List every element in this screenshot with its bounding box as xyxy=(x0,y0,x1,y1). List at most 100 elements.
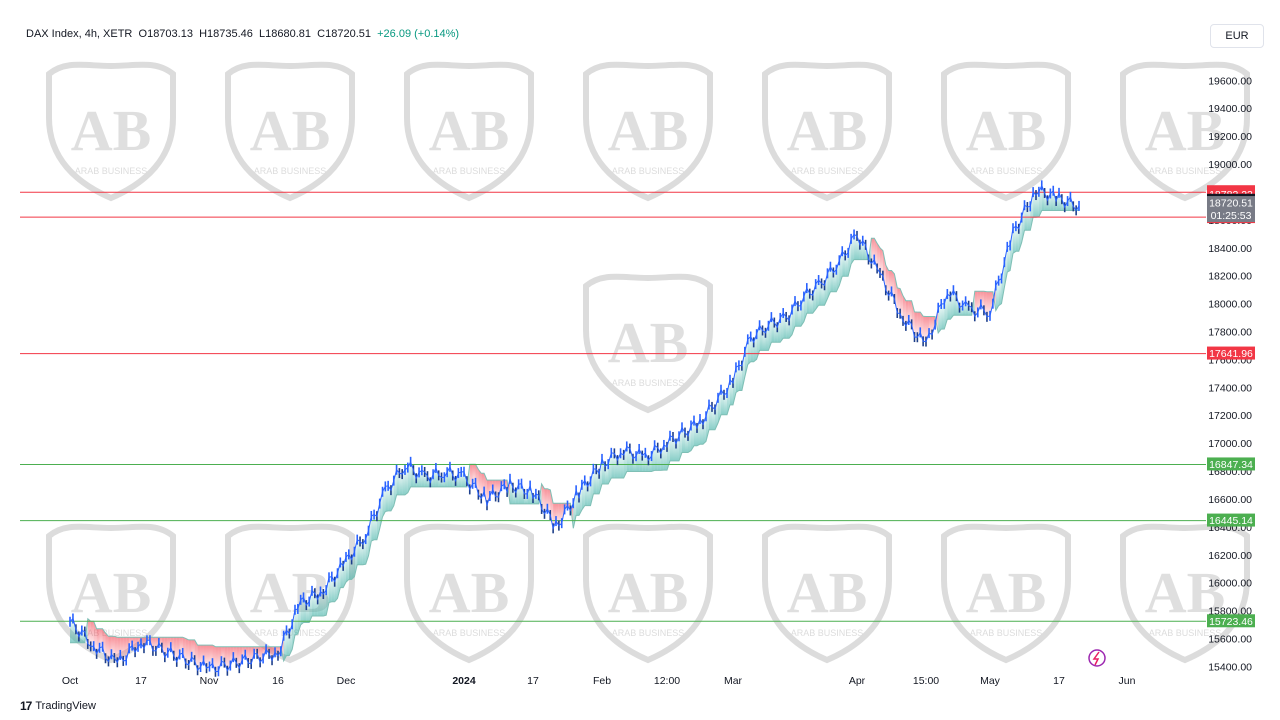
x-tick-label: 17 xyxy=(1053,675,1065,687)
y-tick-label: 17000.00 xyxy=(1208,438,1252,450)
change-value: +26.09 (+0.14%) xyxy=(377,28,460,40)
y-tick-label: 19400.00 xyxy=(1208,103,1252,115)
y-tick-label: 19000.00 xyxy=(1208,159,1252,171)
cloud-segment xyxy=(182,637,186,664)
price-tag xyxy=(1207,457,1255,471)
cloud-segment xyxy=(385,485,389,512)
cloud-segment xyxy=(102,628,106,659)
currency-button[interactable]: EUR xyxy=(1210,24,1264,48)
high-value: H18735.46 xyxy=(199,28,253,40)
cloud-segment xyxy=(239,646,243,669)
x-tick-label: Jun xyxy=(1119,675,1136,687)
price-tag xyxy=(1207,614,1255,628)
y-tick-label: 18400.00 xyxy=(1208,243,1252,255)
cloud-segment xyxy=(573,490,577,529)
cloud-segment xyxy=(449,466,453,487)
cloud-segment xyxy=(1030,192,1034,231)
y-tick-label: 18200.00 xyxy=(1208,271,1252,283)
cloud-segment xyxy=(593,468,597,494)
cloud-segment xyxy=(738,365,742,391)
price-tag-label: 16847.34 xyxy=(1209,459,1253,471)
cloud-segment xyxy=(670,435,673,461)
y-tick-label: 17400.00 xyxy=(1208,382,1252,394)
cloud-segment xyxy=(651,445,655,472)
cloud-segment xyxy=(292,609,295,650)
cloud-segment xyxy=(923,316,926,342)
cloud-segment xyxy=(1027,206,1031,231)
cloud-segment xyxy=(579,484,582,516)
x-tick-label: 16 xyxy=(272,675,284,687)
cloud-segment xyxy=(368,515,372,556)
open-value: O18703.13 xyxy=(138,28,193,40)
x-tick-label: Mar xyxy=(724,675,743,687)
cloud-segment xyxy=(914,311,918,338)
time-axis[interactable]: Oct 17 Nov 16 Dec 2024 17 Feb 12:00 Mar Apr 15:00 Ma… xyxy=(62,675,1136,687)
watermark-shield-icon xyxy=(49,65,173,198)
cloud-segment xyxy=(824,273,828,306)
watermark-shield-icon xyxy=(228,65,352,198)
tradingview-logo-icon: 17 xyxy=(20,699,32,713)
cloud-segment xyxy=(215,646,219,672)
x-tick-label: May xyxy=(980,675,1001,687)
price-tag-label: 17641.96 xyxy=(1209,348,1253,360)
cloud-segment xyxy=(123,637,127,661)
cloud-segment xyxy=(926,316,930,342)
cloud-segment xyxy=(484,473,487,506)
cloud-segment xyxy=(715,397,718,430)
tradingview-brand: TradingView xyxy=(35,700,96,712)
cloud-segment xyxy=(487,480,490,506)
y-tick-label: 17800.00 xyxy=(1208,327,1252,339)
cloud-segment xyxy=(510,478,513,504)
cloud-segment xyxy=(990,291,993,316)
x-tick-label: Feb xyxy=(593,675,611,687)
symbol-title[interactable]: DAX Index, 4h, XETR xyxy=(26,28,133,40)
price-axis-labels: 18798.2018619.9517641.9616847.3416445.14… xyxy=(1207,185,1255,628)
y-tick-label: 15400.00 xyxy=(1208,661,1252,673)
watermark-shield-icon xyxy=(765,527,889,660)
y-tick-label: 19600.00 xyxy=(1208,75,1252,87)
cloud-segment xyxy=(371,514,375,542)
cloud-segment xyxy=(629,448,633,472)
x-tick-label: 12:00 xyxy=(654,675,680,687)
cloud-segment xyxy=(611,452,615,478)
cloud-segment xyxy=(329,576,332,603)
cloud-segment xyxy=(608,452,612,485)
x-tick-label: 2024 xyxy=(452,675,476,687)
symbol-header: DAX Index, 4h, XETR O18703.13 H18735.46 … xyxy=(26,28,459,40)
price-tag xyxy=(1207,196,1255,223)
x-tick-label: Apr xyxy=(849,675,866,687)
x-tick-label: Nov xyxy=(200,675,219,687)
tradingview-footer[interactable]: 17 TradingView xyxy=(20,699,96,713)
cloud-segment xyxy=(741,351,745,391)
y-tick-label: 19200.00 xyxy=(1208,131,1252,143)
watermark-shield-icon xyxy=(407,65,531,198)
cloud-segment xyxy=(1004,246,1008,288)
cloud-segment xyxy=(218,646,222,672)
cloud-segment xyxy=(697,419,700,446)
cloud-segment xyxy=(897,287,901,314)
price-tag xyxy=(1207,346,1255,360)
price-tag-label: 18720.51 xyxy=(1209,198,1253,210)
countdown-label: 01:25:53 xyxy=(1211,210,1252,222)
trail-line xyxy=(70,210,1079,663)
low-value: L18680.81 xyxy=(259,28,312,40)
watermark-shield-icon xyxy=(586,527,710,660)
x-tick-label: 17 xyxy=(527,675,539,687)
cloud-segment xyxy=(309,590,312,623)
cloud-segment xyxy=(1001,262,1005,304)
cloud-segment xyxy=(789,309,793,339)
x-tick-label: 15:00 xyxy=(913,675,939,687)
cloud-segment xyxy=(857,235,860,260)
cloud-segment xyxy=(550,489,554,529)
price-axis[interactable]: 15400.0015600.0015800.0016000.0016200.00… xyxy=(1208,75,1252,673)
cloud-segment xyxy=(777,317,781,343)
cloud-segment xyxy=(812,284,816,314)
alert-icon[interactable] xyxy=(1088,649,1106,667)
cloud-segment xyxy=(224,646,228,671)
cloud-segment xyxy=(326,577,329,616)
cloud-segment xyxy=(986,291,990,317)
y-tick-label: 16000.00 xyxy=(1208,578,1252,590)
cloud-segment xyxy=(475,464,479,495)
cloud-segment xyxy=(941,303,945,330)
